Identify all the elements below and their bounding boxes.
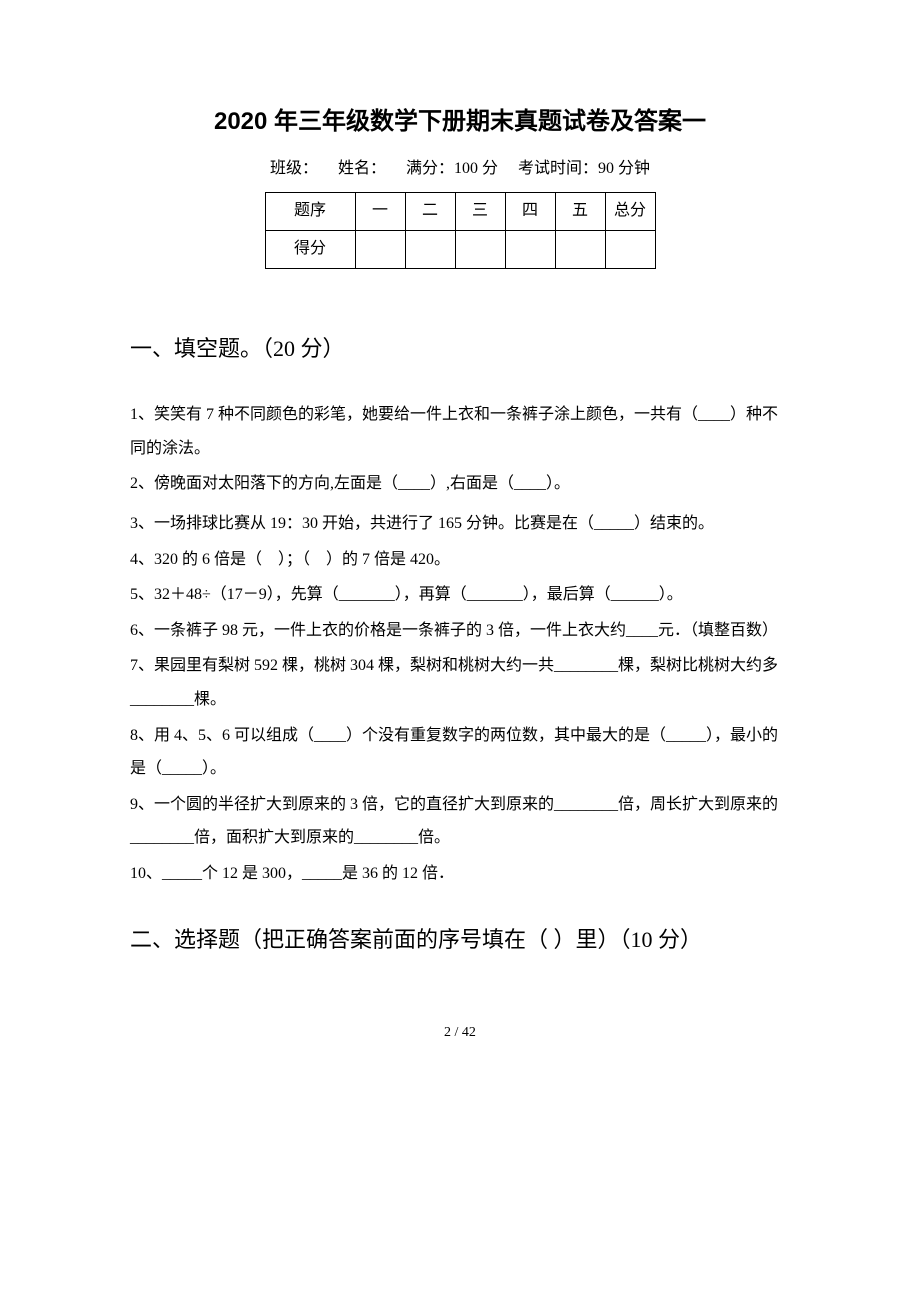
col-header: 四 xyxy=(505,192,555,230)
question-6: 6、一条裤子 98 元，一件上衣的价格是一条裤子的 3 倍，一件上衣大约____… xyxy=(130,614,790,648)
question-3: 3、一场排球比赛从 19：30 开始，共进行了 165 分钟。比赛是在（____… xyxy=(130,507,790,541)
score-cell xyxy=(555,230,605,268)
question-4: 4、320 的 6 倍是（ ）；（ ）的 7 倍是 420。 xyxy=(130,543,790,577)
row1-label: 题序 xyxy=(265,192,355,230)
section2-heading: 二、选择题（把正确答案前面的序号填在（ ）里）（10 分） xyxy=(130,920,790,960)
col-header: 一 xyxy=(355,192,405,230)
question-8: 8、用 4、5、6 可以组成（____）个没有重复数字的两位数，其中最大的是（_… xyxy=(130,719,790,786)
question-5: 5、32＋48÷（17－9），先算（_______），再算（_______），最… xyxy=(130,578,790,612)
class-label: 班级： xyxy=(270,160,318,177)
col-header: 二 xyxy=(405,192,455,230)
section1-heading: 一、填空题。（20 分） xyxy=(130,329,790,369)
score-cell xyxy=(405,230,455,268)
score-cell xyxy=(505,230,555,268)
page-number: 2 / 42 xyxy=(130,1020,790,1045)
table-row: 题序 一 二 三 四 五 总分 xyxy=(265,192,655,230)
full-score-label: 满分：100 分 xyxy=(406,160,498,177)
question-10: 10、_____个 12 是 300，_____是 36 的 12 倍． xyxy=(130,857,790,891)
meta-line: 班级： 姓名： 满分：100 分 考试时间：90 分钟 xyxy=(130,155,790,184)
score-cell xyxy=(605,230,655,268)
duration-label: 考试时间：90 分钟 xyxy=(518,160,650,177)
question-2: 2、傍晚面对太阳落下的方向,左面是（____）,右面是（____）。 xyxy=(130,467,790,501)
col-header: 三 xyxy=(455,192,505,230)
col-header: 五 xyxy=(555,192,605,230)
name-label: 姓名： xyxy=(338,160,386,177)
question-1: 1、笑笑有 7 种不同颜色的彩笔，她要给一件上衣和一条裤子涂上颜色，一共有（__… xyxy=(130,398,790,465)
score-cell xyxy=(455,230,505,268)
table-row: 得分 xyxy=(265,230,655,268)
row2-label: 得分 xyxy=(265,230,355,268)
score-cell xyxy=(355,230,405,268)
page-title: 2020 年三年级数学下册期末真题试卷及答案一 xyxy=(130,100,790,143)
score-table: 题序 一 二 三 四 五 总分 得分 xyxy=(265,192,656,269)
question-7: 7、果园里有梨树 592 棵，桃树 304 棵，梨树和桃树大约一共_______… xyxy=(130,649,790,716)
col-header: 总分 xyxy=(605,192,655,230)
question-9: 9、一个圆的半径扩大到原来的 3 倍，它的直径扩大到原来的________倍，周… xyxy=(130,788,790,855)
